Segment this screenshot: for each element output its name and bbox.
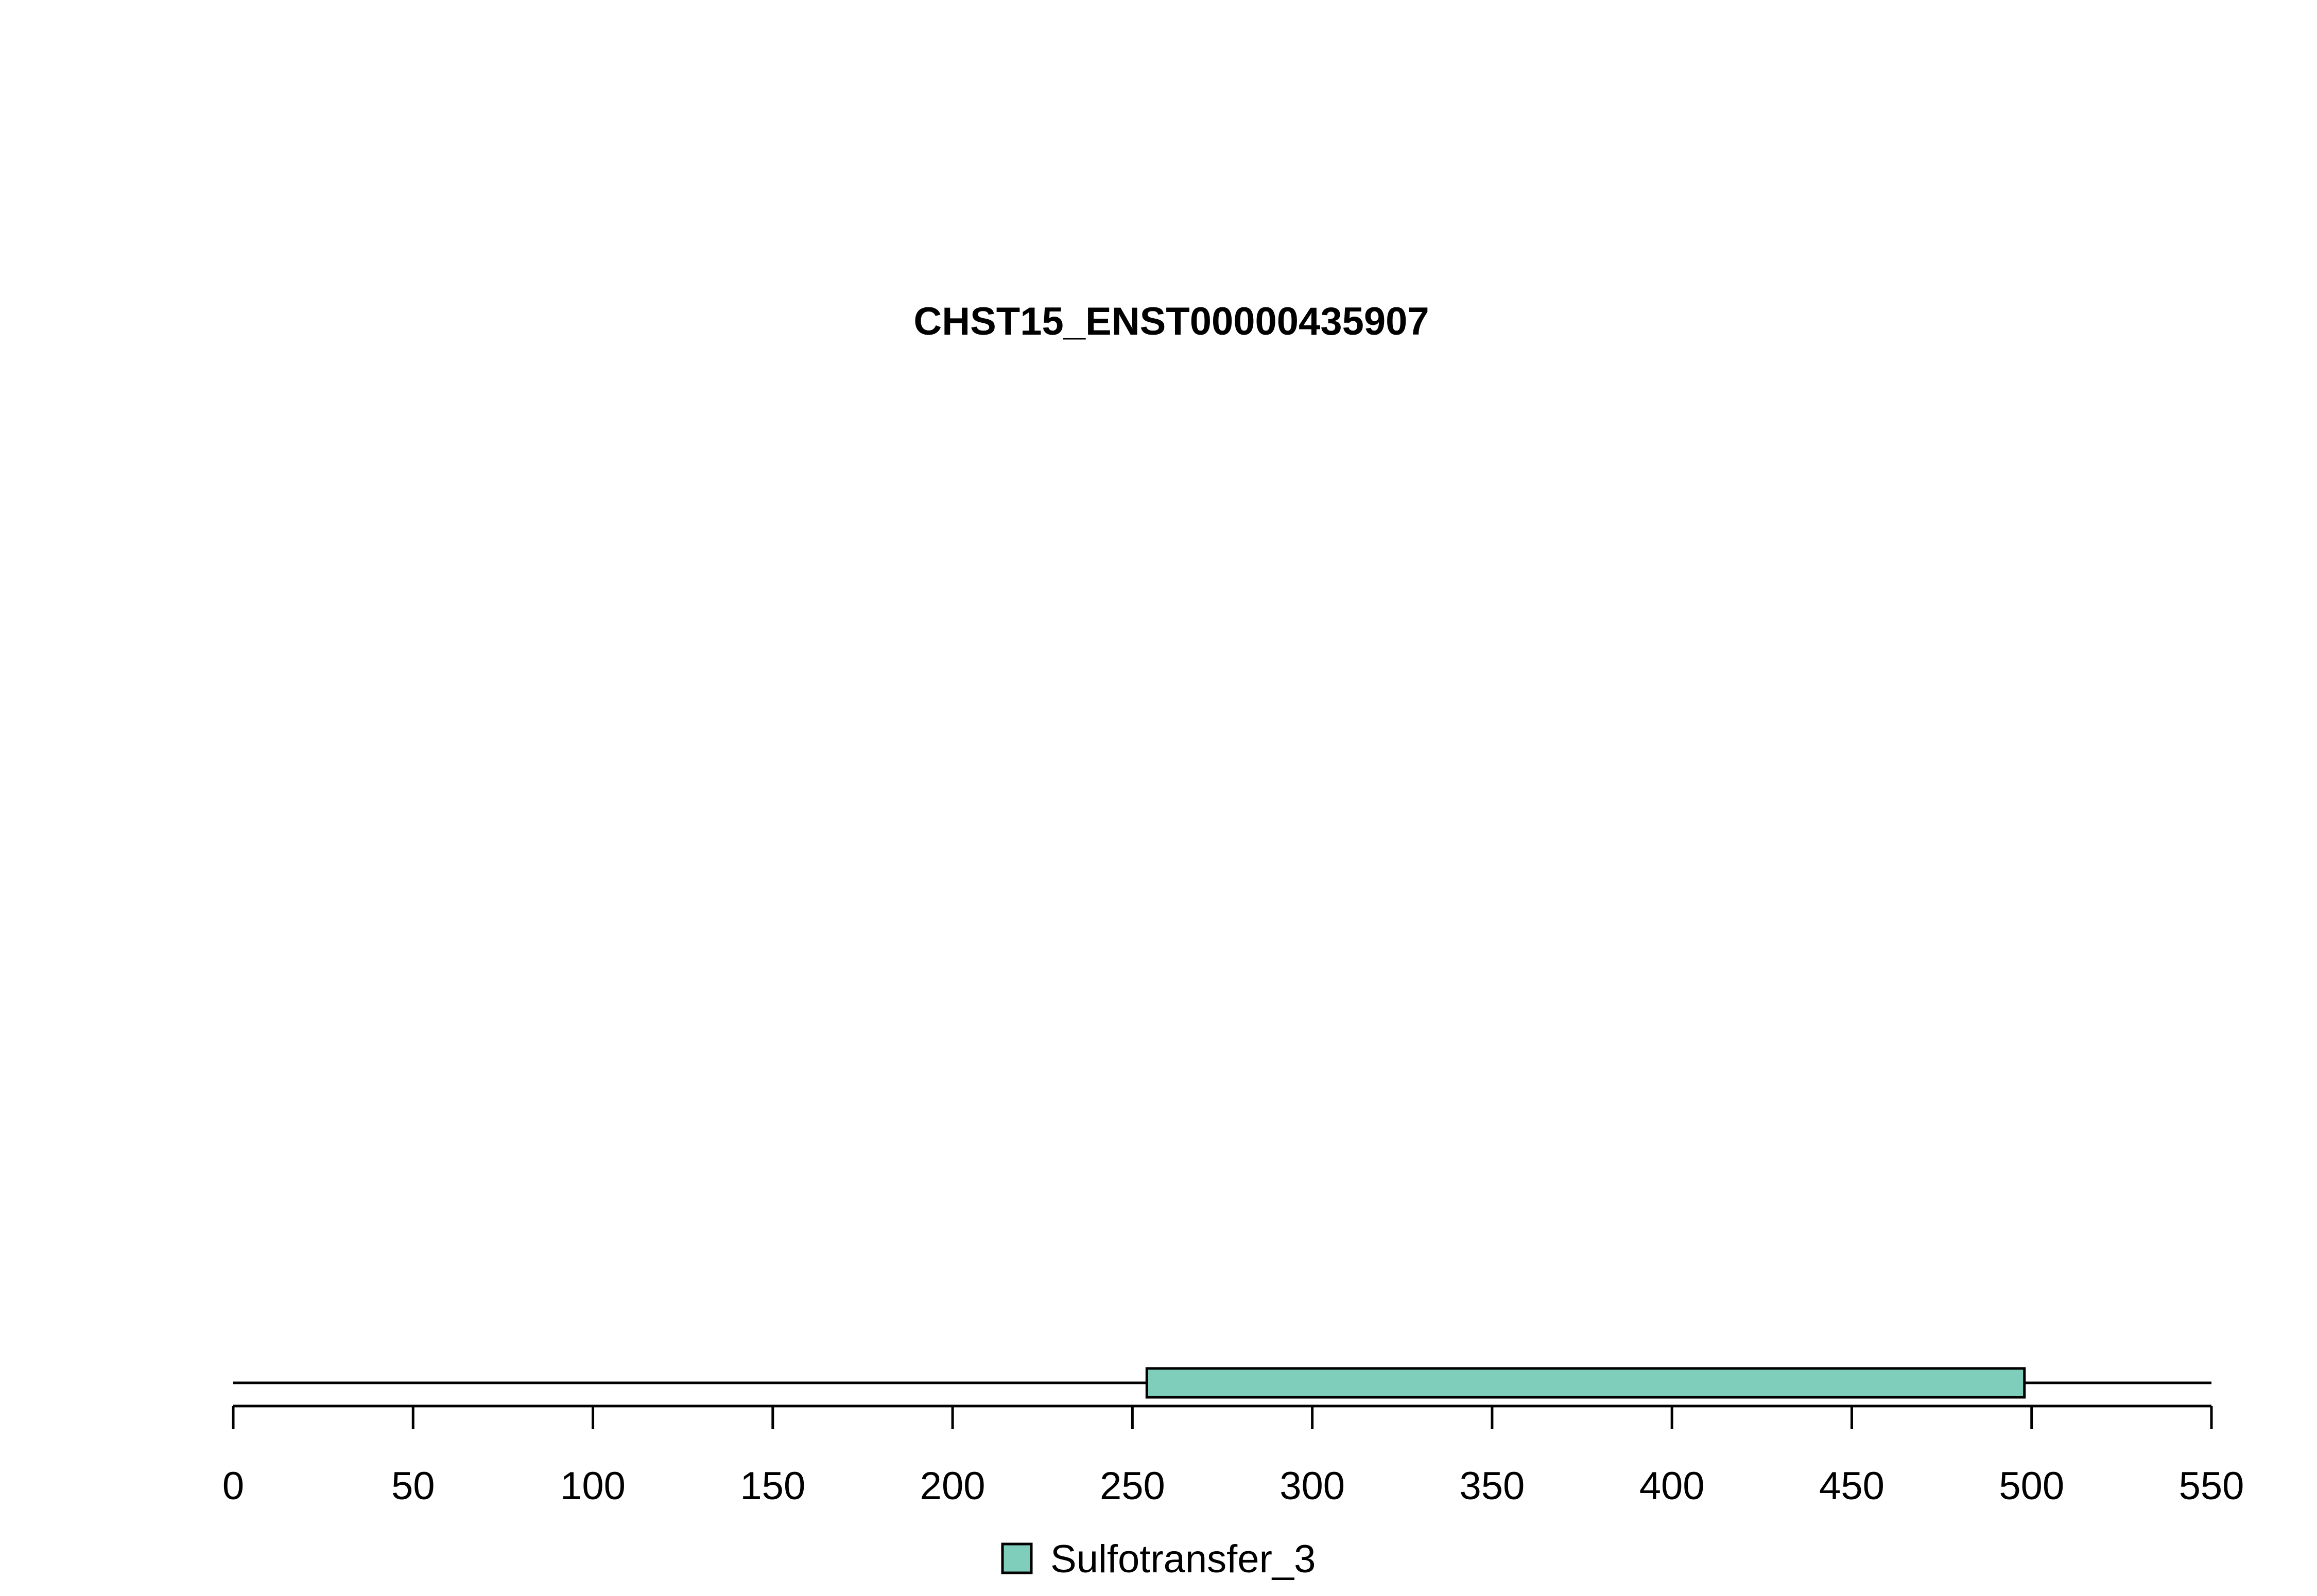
- x-tick-label: 300: [1279, 1464, 1345, 1508]
- domain-layer: [1145, 1367, 2026, 1399]
- x-tick-label: 50: [391, 1464, 435, 1508]
- legend-label: Sulfotransfer_3: [1050, 1537, 1316, 1581]
- x-tick-label: 450: [1819, 1464, 1884, 1508]
- x-tick-label: 150: [740, 1464, 805, 1508]
- x-tick-label: 0: [222, 1464, 244, 1508]
- chart-title: CHST15_ENST00000435907: [913, 300, 1429, 343]
- x-tick-label: 400: [1639, 1464, 1705, 1508]
- x-tick-label: 100: [560, 1464, 626, 1508]
- x-tick-label: 200: [920, 1464, 985, 1508]
- x-axis-ticks: 0 50 100 150 200 250 300 350 400 450 500 550: [222, 1406, 2244, 1508]
- x-tick-label: 550: [2179, 1464, 2244, 1508]
- legend-swatch: [1001, 1542, 1033, 1574]
- x-tick-label: 350: [1460, 1464, 1525, 1508]
- x-tick-label: 250: [1100, 1464, 1165, 1508]
- domain-bar-sulfotransfer-3: [1145, 1367, 2026, 1399]
- x-tick-label: 500: [1999, 1464, 2064, 1508]
- legend: Sulfotransfer_3: [1001, 1537, 1316, 1581]
